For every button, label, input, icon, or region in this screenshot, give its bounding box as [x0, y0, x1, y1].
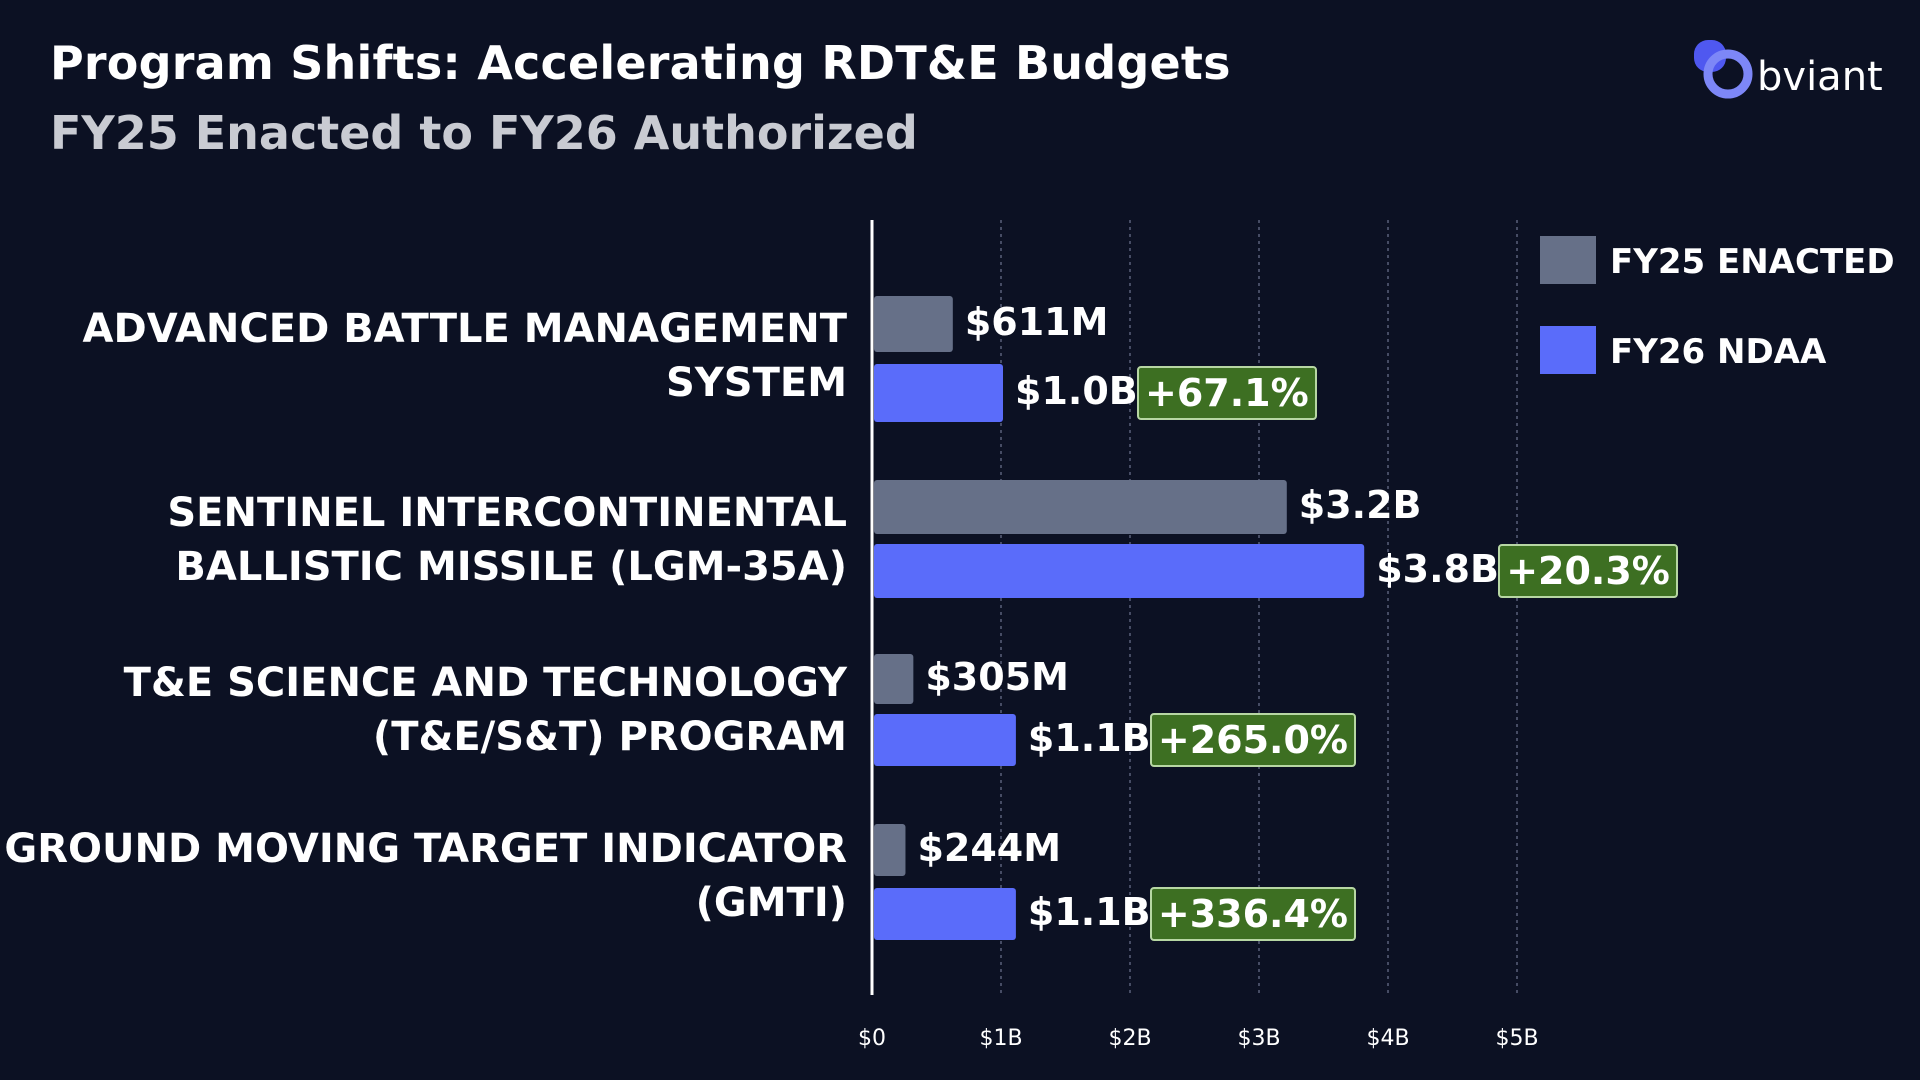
x-tick-label: $2B — [1108, 1026, 1152, 1051]
legend-swatch-fy26 — [1540, 326, 1596, 374]
bar-fy25 — [874, 824, 906, 876]
bar-fy25 — [874, 296, 953, 352]
percent-change-badge: +67.1% — [1137, 366, 1317, 420]
x-tick-label: $4B — [1366, 1026, 1410, 1051]
bar-fy25 — [874, 480, 1287, 534]
category-label: T&E SCIENCE AND TECHNOLOGY (T&E/S&T) PRO… — [123, 660, 847, 760]
x-tick-label: $3B — [1237, 1026, 1281, 1051]
chart-title: Program Shifts: Accelerating RDT&E Budge… — [50, 36, 1231, 90]
value-label: $1.1B — [1027, 716, 1151, 760]
chart-subtitle: FY25 Enacted to FY26 Authorized — [50, 106, 918, 160]
category-label: GROUND MOVING TARGET INDICATOR (GMTI) — [4, 826, 847, 926]
value-label: $1.1B — [1027, 890, 1151, 934]
value-label: $3.8B — [1376, 547, 1499, 591]
x-tick-label: $5B — [1495, 1026, 1539, 1051]
percent-change-badge: +336.4% — [1149, 887, 1357, 941]
bar-fy26 — [874, 544, 1365, 598]
percent-change-badge: +265.0% — [1149, 713, 1357, 767]
legend-swatch-fy25 — [1540, 236, 1596, 284]
x-tick-label: $0 — [858, 1026, 886, 1051]
obviant-logo-icon — [1694, 40, 1753, 99]
percent-change-badge: +20.3% — [1498, 544, 1678, 598]
value-label: $1.0B — [1015, 369, 1138, 413]
x-tick-label: $1B — [979, 1026, 1023, 1051]
legend-label-fy25: FY25 ENACTED — [1610, 242, 1895, 282]
value-label: $611M — [964, 300, 1109, 344]
value-label: $244M — [917, 826, 1062, 870]
value-label: $305M — [925, 655, 1069, 699]
bar-fy26 — [874, 714, 1016, 766]
bar-fy26 — [874, 364, 1003, 422]
bar-fy26 — [874, 888, 1016, 940]
category-label: ADVANCED BATTLE MANAGEMENT SYSTEM — [82, 306, 847, 406]
brand-logo: bviant — [1690, 36, 1890, 106]
legend-label-fy26: FY26 NDAA — [1610, 332, 1827, 372]
category-label: SENTINEL INTERCONTINENTAL BALLISTIC MISS… — [167, 490, 847, 590]
value-label: $3.2B — [1298, 483, 1422, 527]
bar-fy25 — [874, 654, 914, 704]
logo-text: bviant — [1757, 54, 1883, 100]
